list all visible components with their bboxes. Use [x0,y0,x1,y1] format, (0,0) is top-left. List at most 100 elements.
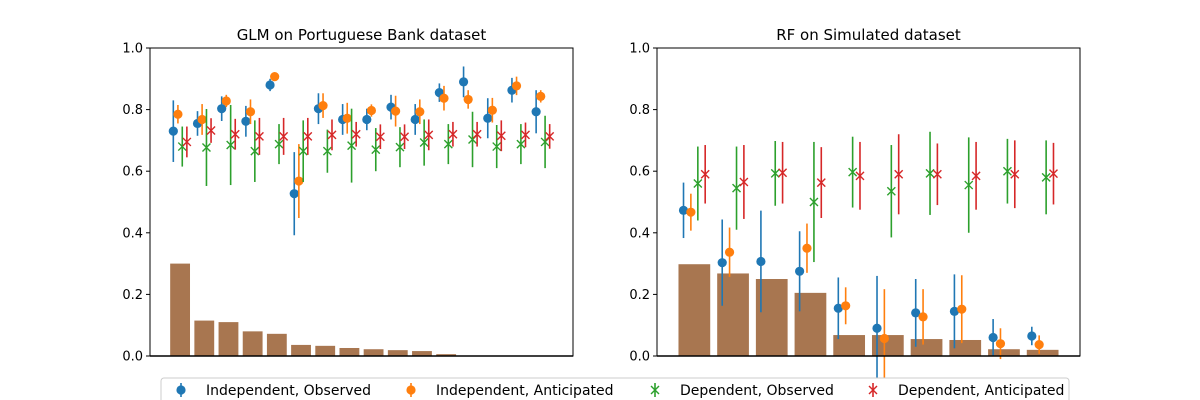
point-1-10 [415,107,425,117]
bar-10 [412,351,432,356]
point-1-1 [197,114,207,125]
bar-0 [678,264,711,356]
bar-9 [387,350,408,356]
bar-5 [871,335,904,356]
bar-11 [436,354,457,356]
point-0-10 [410,114,420,125]
point-1-7 [342,113,352,123]
x-marker-stroke [894,169,904,179]
x-marker-stroke [732,183,742,193]
legend-marker [406,385,416,395]
point-3-2 [778,168,788,178]
point-1-12 [463,94,473,105]
point-2-1 [201,142,211,152]
point-3-6 [327,130,337,140]
point-2-6 [925,168,935,178]
legend-marker [868,385,878,395]
point-1-8 [995,339,1006,349]
chart-title: GLM on Portuguese Bank dataset [237,26,487,44]
point-2-4 [848,167,858,177]
x-marker-stroke [279,131,289,141]
point-2-6 [322,146,332,156]
chart-title: RF on Simulated dataset [776,26,961,44]
point-3-8 [1010,169,1020,179]
point-3-4 [855,171,865,181]
x-marker-stroke [770,168,780,178]
point-0-13 [483,113,493,123]
point-2-10 [419,138,429,148]
x-marker-stroke [254,131,264,141]
point-3-0 [700,169,710,179]
x-marker-stroke [303,131,313,141]
x-marker-stroke [1041,172,1051,182]
point-1-3 [802,243,812,253]
point-0-12 [458,77,469,87]
x-marker-stroke [250,146,260,156]
bar-1 [194,320,215,356]
point-1-15 [536,91,546,101]
point-1-9 [391,106,401,116]
point-1-14 [511,81,522,91]
x-marker-stroke [347,141,357,151]
point-3-3 [254,131,264,141]
point-3-13 [496,131,506,141]
point-0-8 [988,332,998,343]
point-1-1 [724,247,735,257]
point-3-2 [230,129,240,139]
point-3-15 [545,131,555,141]
point-2-5 [298,146,308,156]
point-0-6 [911,308,921,318]
point-2-13 [492,142,502,152]
x-marker-stroke [778,168,788,178]
point-3-1 [739,177,749,187]
x-marker-stroke [375,132,385,142]
legend-label: Independent, Anticipated [436,383,614,399]
point-2-7 [964,180,974,190]
y-tick-label: 0.6 [122,165,143,180]
point-1-4 [841,301,851,311]
legend-entry-3: Dependent, Anticipated [868,383,1064,399]
bar-6 [315,345,336,356]
point-1-0 [686,207,696,217]
bar-4 [266,333,287,356]
point-1-5 [294,176,304,186]
point-1-5 [879,333,889,344]
point-0-15 [531,107,541,117]
bar-8 [988,349,1020,356]
legend-box [160,377,1070,400]
point-2-1 [732,183,742,193]
point-0-4 [833,303,843,313]
point-0-3 [795,266,805,276]
legend: Independent, Observed Independent, Antici… [160,377,1070,400]
point-1-6 [918,312,928,322]
x-marker-stroke [395,142,405,152]
chart-panel-glm: 0.0 0.2 0.4 0.6 0.8 1.0 GLM on Portuguese Bank… [122,26,574,365]
x-marker-stroke [964,180,974,190]
point-1-4 [270,72,280,82]
x-marker-stroke [809,197,819,207]
point-2-2 [226,140,236,150]
x-marker-stroke [182,137,192,147]
x-marker-stroke [1002,166,1012,176]
point-0-0 [168,126,178,136]
point-0-2 [217,104,227,114]
point-2-0 [693,179,703,189]
legend-label: Dependent, Anticipated [898,383,1064,399]
point-3-9 [1048,169,1058,179]
bar-4 [833,335,866,356]
point-3-5 [894,169,904,179]
legend-entry-1: Independent, Anticipated [406,383,614,399]
point-2-3 [809,197,819,207]
y-tick-label: 0.4 [629,226,650,241]
x-marker-stroke [327,130,337,140]
x-marker-stroke [520,130,530,140]
x-marker-stroke [816,178,826,188]
point-2-4 [274,139,284,149]
x-marker-stroke [1048,169,1058,179]
point-2-8 [371,145,381,155]
point-3-1 [206,126,216,136]
point-0-3 [241,116,251,126]
point-3-11 [448,129,458,139]
point-1-13 [487,105,497,115]
point-1-9 [1034,340,1044,350]
